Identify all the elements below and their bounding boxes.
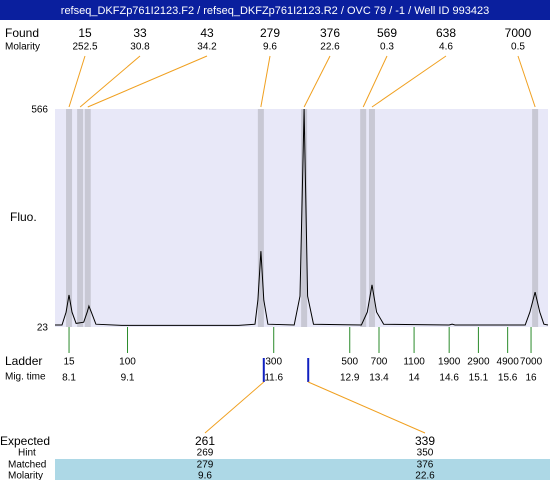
expected-connector bbox=[308, 381, 426, 434]
ladder-size: 100 bbox=[119, 357, 136, 368]
ladder-size: 4900 bbox=[497, 357, 520, 368]
trace bbox=[55, 108, 549, 326]
ladder-size: 700 bbox=[371, 357, 388, 368]
found-connector bbox=[260, 55, 271, 108]
matched-row bbox=[55, 459, 550, 471]
ladder-size: 1900 bbox=[438, 357, 461, 368]
peak-band bbox=[532, 109, 539, 327]
expected-connector bbox=[204, 381, 265, 434]
hint-label: Hint bbox=[18, 448, 36, 459]
found-molarity: 30.8 bbox=[130, 42, 150, 53]
matched-size: 279 bbox=[197, 460, 214, 471]
chart-title: refseq_DKFZp761I2123.F2 / refseq_DKFZp76… bbox=[61, 5, 489, 17]
ladder-time: 15.6 bbox=[498, 373, 518, 384]
ladder-time: 15.1 bbox=[469, 373, 489, 384]
y-axis-label: Fluo. bbox=[10, 210, 37, 224]
found-size: 638 bbox=[436, 26, 456, 40]
y-tick-label: 23 bbox=[37, 323, 49, 334]
peak-band bbox=[84, 109, 91, 327]
found-molarity: 9.6 bbox=[263, 42, 277, 53]
ladder-size: 1100 bbox=[403, 357, 425, 368]
ladder-time: 14 bbox=[409, 373, 421, 384]
ladder-time: 12.9 bbox=[340, 373, 360, 384]
found-connector bbox=[68, 55, 86, 108]
ladder-time: 16 bbox=[525, 373, 537, 384]
found-molarity: 252.5 bbox=[72, 42, 97, 53]
expected-size: 339 bbox=[415, 434, 435, 448]
peak-band bbox=[301, 109, 308, 327]
mig-time-label: Mig. time bbox=[5, 372, 46, 383]
ladder-size: 7000 bbox=[520, 357, 543, 368]
peak-band bbox=[66, 109, 73, 327]
found-molarity: 0.5 bbox=[511, 42, 525, 53]
y-tick-label: 566 bbox=[31, 105, 48, 116]
found-molarity: 34.2 bbox=[197, 42, 217, 53]
found-connector bbox=[517, 55, 536, 108]
ladder-size: 15 bbox=[63, 357, 75, 368]
title-bar bbox=[0, 0, 550, 20]
found-size: 15 bbox=[78, 26, 92, 40]
found-connector bbox=[303, 55, 331, 108]
ladder-time: 8.1 bbox=[62, 373, 76, 384]
ladder-time: 9.1 bbox=[121, 373, 135, 384]
molarity-label: Molarity bbox=[5, 42, 40, 53]
peak-band bbox=[257, 109, 264, 327]
found-label: Found bbox=[5, 26, 39, 40]
ladder-size: 500 bbox=[341, 357, 358, 368]
peak-band bbox=[77, 109, 84, 327]
peak-band bbox=[360, 109, 367, 327]
found-connector bbox=[79, 55, 141, 108]
found-size: 43 bbox=[200, 26, 214, 40]
found-molarity: 0.3 bbox=[380, 42, 394, 53]
ladder-size: 300 bbox=[265, 357, 282, 368]
hint-size: 269 bbox=[197, 448, 214, 459]
found-molarity: 22.6 bbox=[320, 42, 340, 53]
found-connector bbox=[362, 55, 388, 108]
molarity-row bbox=[55, 471, 550, 480]
found-size: 569 bbox=[377, 26, 397, 40]
found-size: 376 bbox=[320, 26, 340, 40]
matched-molarity: 22.6 bbox=[415, 471, 435, 480]
ladder-time: 11.6 bbox=[264, 373, 283, 384]
expected-label: Expected bbox=[0, 434, 50, 448]
expected-size: 261 bbox=[195, 434, 215, 448]
matched-molarity: 9.6 bbox=[198, 471, 212, 480]
found-size: 7000 bbox=[505, 26, 532, 40]
found-size: 279 bbox=[260, 26, 280, 40]
found-molarity: 4.6 bbox=[439, 42, 453, 53]
ladder-label: Ladder bbox=[5, 354, 42, 368]
expected-molarity-label: Molarity bbox=[8, 471, 43, 480]
found-connector bbox=[371, 55, 447, 108]
matched-label: Matched bbox=[8, 460, 46, 471]
found-size: 33 bbox=[133, 26, 147, 40]
hint-size: 350 bbox=[417, 448, 434, 459]
ladder-time: 14.6 bbox=[439, 373, 459, 384]
ladder-size: 2900 bbox=[467, 357, 490, 368]
found-connector bbox=[87, 55, 208, 108]
matched-size: 376 bbox=[417, 460, 434, 471]
peak-band bbox=[368, 109, 375, 327]
ladder-time: 13.4 bbox=[369, 373, 389, 384]
